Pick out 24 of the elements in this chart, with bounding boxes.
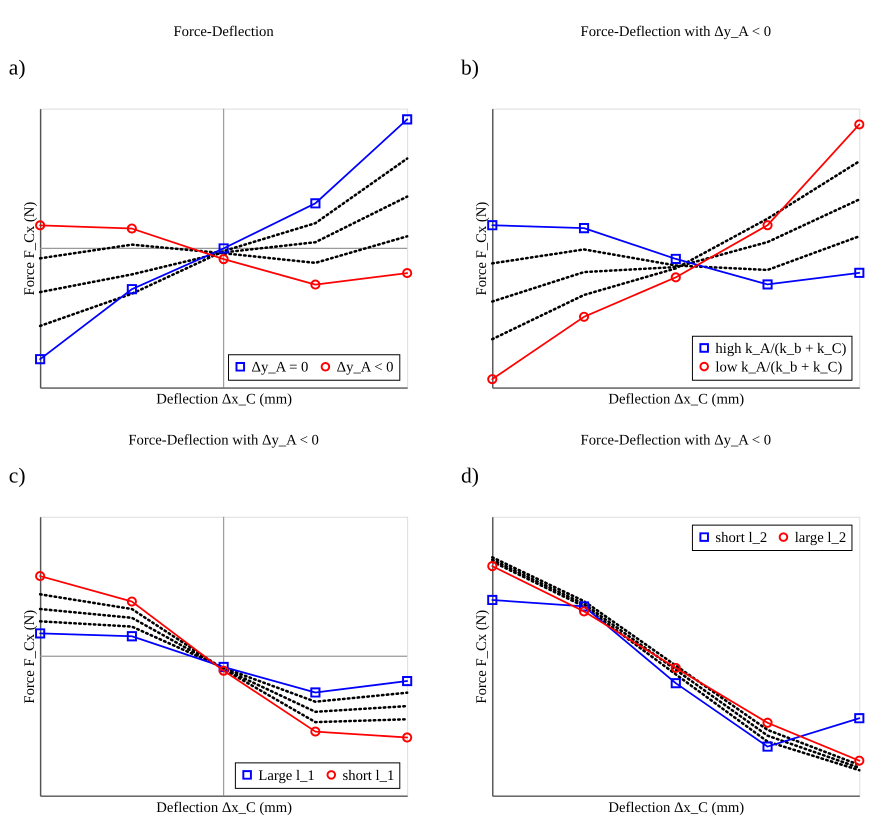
legend-label: large l_2 xyxy=(794,530,846,546)
chart-title: Force-Deflection with Δy_A < 0 xyxy=(580,432,772,448)
chart-title: Force-Deflection with Δy_A < 0 xyxy=(128,432,319,448)
x-axis-title: Deflection Δx_C (mm) xyxy=(156,392,292,408)
legend-label: Large l_1 xyxy=(258,768,315,784)
legend-label: short l_2 xyxy=(715,530,768,546)
text: a) xyxy=(8,55,26,80)
legend-label: low k_A/(k_b + k_C) xyxy=(715,359,842,376)
y-axis-title: Force F_Cx (N) xyxy=(22,202,38,296)
chart-title: Force-Deflection with Δy_A < 0 xyxy=(580,24,772,40)
y-axis-title: Force F_Cx (N) xyxy=(22,610,38,704)
text: c) xyxy=(8,464,26,488)
x-axis-title: Deflection Δx_C (mm) xyxy=(156,800,292,816)
legend-label: high k_A/(k_b + k_C) xyxy=(715,340,846,357)
text: b) xyxy=(460,55,479,80)
x-axis-title: Deflection Δx_C (mm) xyxy=(608,800,744,816)
text: d) xyxy=(460,464,479,488)
chart-title: Force-Deflection xyxy=(174,24,274,40)
legend-label: Δy_A = 0 xyxy=(252,360,308,376)
legend-label: Δy_A < 0 xyxy=(336,360,394,376)
y-axis-title: Force F_Cx (N) xyxy=(474,202,490,296)
y-axis-title: Force F_Cx (N) xyxy=(474,610,490,704)
x-axis-title: Deflection Δx_C (mm) xyxy=(608,392,744,408)
legend-label: short l_1 xyxy=(342,768,394,784)
